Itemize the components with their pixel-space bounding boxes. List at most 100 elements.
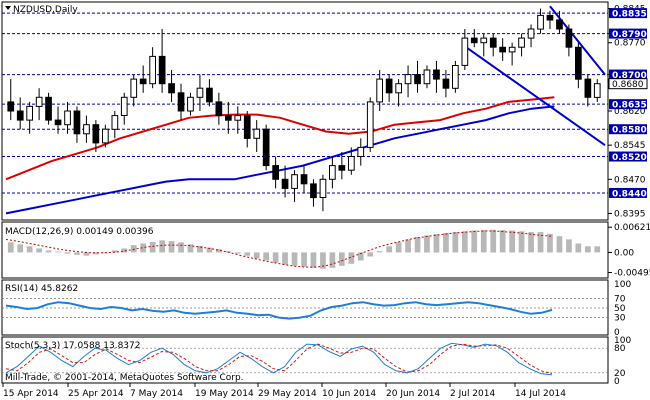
macd-bar — [282, 252, 288, 265]
candle-body-down — [92, 124, 100, 144]
price-plot — [2, 5, 608, 215]
candle — [385, 74, 393, 102]
level-price-label: 0.8700 — [612, 71, 647, 81]
macd-bar — [537, 232, 544, 253]
level-price-tag — [609, 124, 647, 135]
candle-body-down — [300, 174, 308, 185]
candle-body-down — [262, 128, 270, 167]
macd-bar — [112, 250, 118, 253]
macd-bar — [367, 252, 374, 257]
candle-body-down — [272, 165, 279, 180]
candle — [7, 79, 15, 121]
candle — [83, 115, 90, 143]
candle-body-up — [376, 78, 383, 103]
candle — [262, 124, 270, 171]
macd-bar — [405, 239, 411, 253]
axis-tick-label: 0.8395 — [614, 209, 646, 219]
candle — [593, 79, 601, 102]
macd-bar — [168, 241, 175, 253]
candle — [338, 151, 346, 180]
macd-signal-line — [5, 230, 553, 268]
time-tick-label: 10 Jun 2014 — [322, 389, 376, 399]
macd-bar — [575, 243, 582, 253]
time-axis: 15 Apr 2014 25 Apr 2014 7 May 2014 19 May 2… — [2, 383, 566, 399]
candle-body-up — [26, 105, 33, 121]
candle-body-up — [452, 65, 459, 89]
macd-bar — [348, 252, 355, 264]
level-price-tag — [609, 151, 647, 162]
time-tick-label: 15 Apr 2014 — [3, 389, 59, 399]
candle — [556, 10, 563, 34]
candle — [177, 83, 185, 121]
macd-title: MACD(12,26,9) 0.00149 0.00396 — [5, 227, 154, 237]
candle — [102, 124, 109, 148]
chevron-down-icon — [5, 6, 11, 10]
candle — [111, 111, 119, 139]
macd-bar — [414, 237, 421, 253]
candle — [291, 170, 298, 203]
candle — [73, 106, 81, 143]
candle — [461, 29, 469, 71]
macd-bar — [291, 252, 298, 266]
level-price-label: 0.8635 — [612, 101, 647, 111]
candle-body-down — [546, 14, 554, 21]
candle — [272, 156, 279, 189]
macd-pane[interactable] — [1, 221, 609, 279]
stoch-signal-line — [5, 343, 553, 375]
candle-body-down — [45, 96, 52, 121]
candle — [281, 165, 289, 198]
candle — [376, 70, 383, 111]
stoch-plot — [2, 342, 608, 376]
candle-body-down — [139, 78, 147, 85]
candle — [26, 101, 33, 134]
rsi-pane[interactable] — [1, 279, 609, 336]
candle — [565, 24, 573, 57]
stoch-title: Stoch(5,3,3) 17.0588 13.8372 — [5, 341, 140, 351]
candle-body-up — [404, 74, 412, 85]
candle — [480, 33, 488, 57]
candle-body-down — [206, 87, 213, 103]
candle — [300, 165, 308, 193]
candle-body-down — [73, 110, 81, 135]
macd-bar — [140, 243, 146, 253]
candle — [518, 33, 525, 57]
macd-bar — [36, 248, 42, 253]
candle-body-up — [130, 78, 138, 98]
level-price-tag — [609, 8, 647, 19]
axis-tick-label: 0.8770 — [614, 39, 646, 49]
candle-body-up — [329, 165, 336, 180]
candle-body-up — [348, 156, 355, 171]
macd-bar — [244, 252, 251, 256]
candle-body-down — [385, 78, 393, 94]
candle-body-up — [83, 124, 90, 135]
candle — [168, 70, 175, 102]
candle — [54, 106, 62, 134]
macd-bar — [320, 252, 326, 269]
macd-bar — [310, 252, 317, 268]
macd-bar — [263, 252, 269, 261]
candle — [433, 60, 440, 93]
candle — [489, 33, 497, 57]
macd-bar — [480, 230, 487, 253]
channel-lower-line — [464, 45, 606, 146]
level-price-tag — [609, 99, 647, 110]
candle-body-down — [556, 19, 563, 30]
candle-body-up — [102, 128, 109, 144]
moving-average-red — [5, 96, 555, 181]
level-price-label: 0.8580 — [612, 126, 647, 136]
axis-tick-label: 0.8620 — [614, 107, 646, 117]
candle — [206, 79, 213, 107]
level-price-label: 0.8440 — [612, 189, 647, 199]
time-tick-label: 20 Jun 2014 — [386, 389, 440, 399]
stoch-pane[interactable] — [1, 336, 609, 384]
candle-body-down — [489, 37, 497, 48]
macd-bar — [462, 231, 468, 253]
level-price-label: 0.8790 — [612, 30, 647, 40]
candle — [366, 97, 374, 152]
macd-bar — [518, 231, 525, 253]
macd-bar — [357, 252, 364, 261]
candle — [120, 92, 128, 125]
macd-plot — [5, 229, 601, 269]
